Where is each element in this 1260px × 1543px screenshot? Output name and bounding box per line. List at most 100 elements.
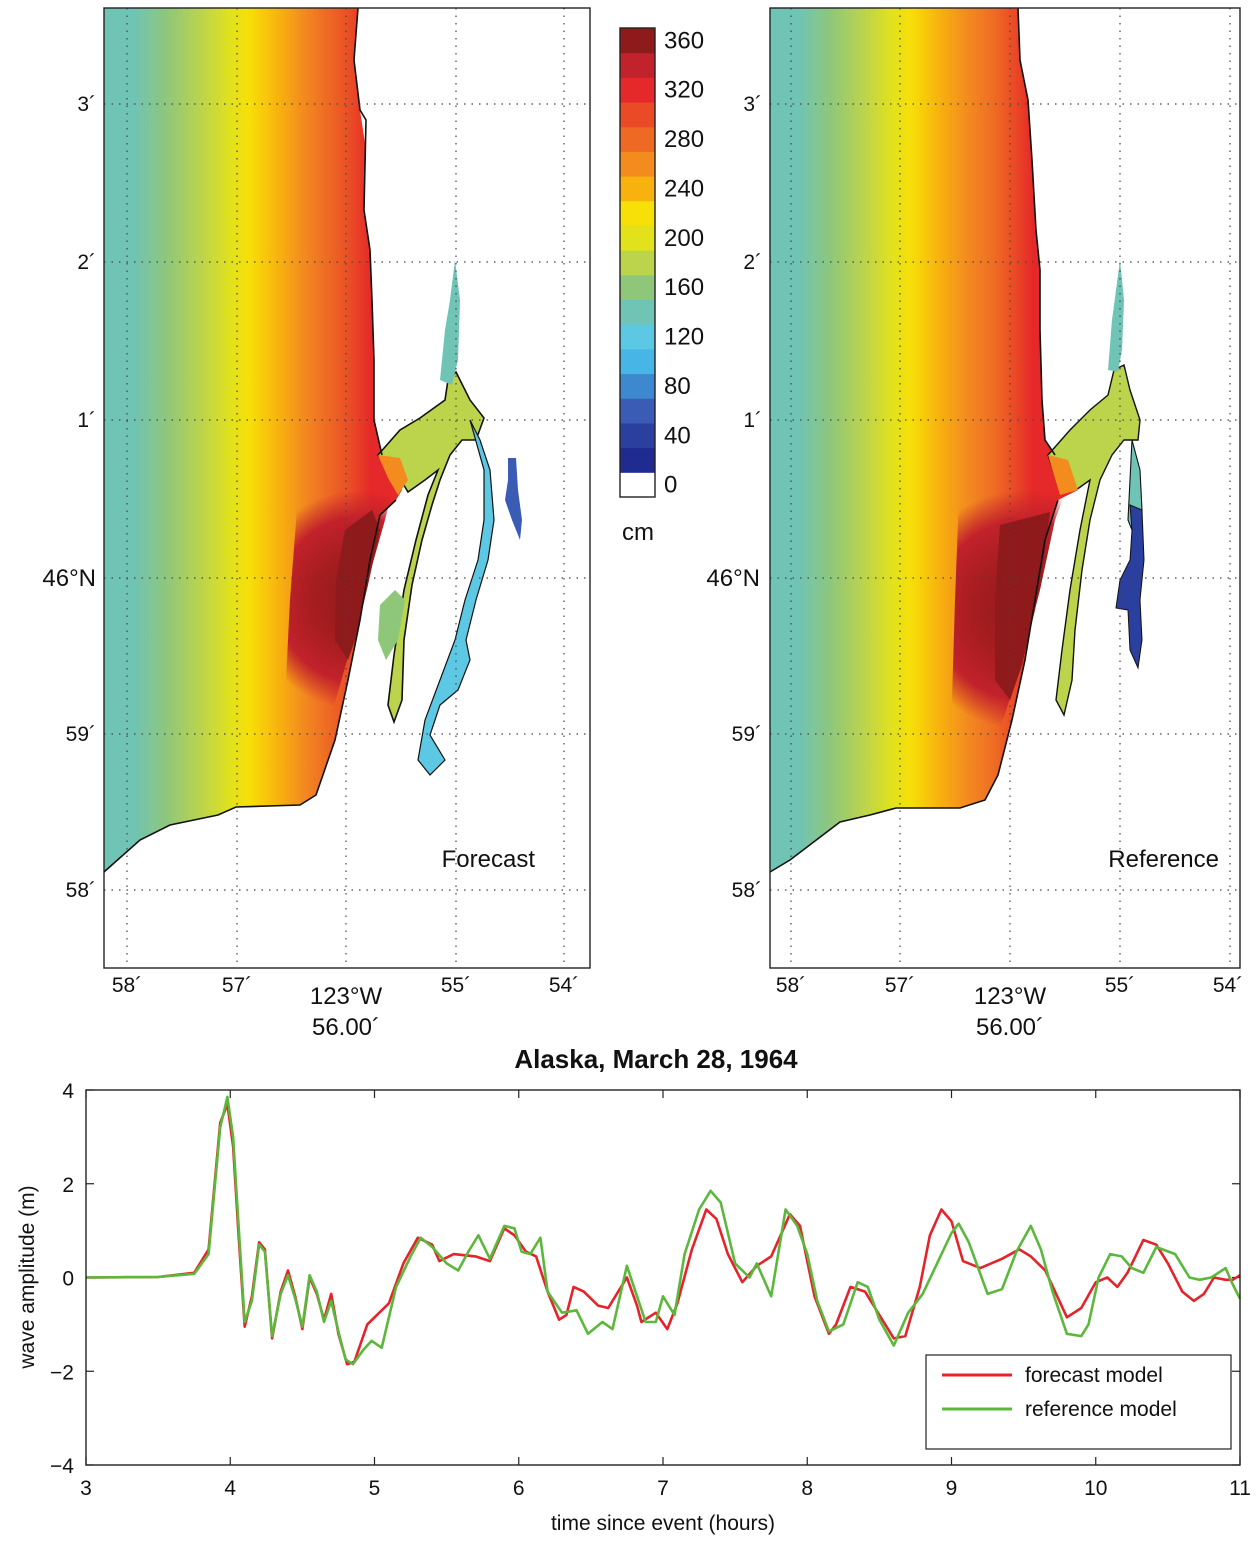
forecast-estuary-orange [378,455,408,495]
timeseries-x-tick-labels: 3 4 5 6 7 8 9 10 11 [80,1477,1251,1500]
colorbar-band-8 [620,274,655,301]
timeseries-y-tick-labels: −4 −2 0 2 4 [50,1080,74,1478]
forecast-y-tick-2: 1´ [77,409,96,432]
timeseries-x-tick-label: 9 [946,1477,958,1500]
forecast-y-tick-1: 2´ [77,251,96,274]
forecast-x-tick-2: 123°W [310,983,383,1010]
reference-y-tick-0: 3´ [743,93,762,116]
forecast-x-tick-1: 57´ [222,974,252,997]
reference-estuary [1047,363,1141,717]
reference-y-tick-2: 1´ [743,409,762,432]
forecast-grid [104,8,590,968]
colorbar-tick-label: 320 [664,77,704,104]
colorbar-band-7 [620,299,655,325]
timeseries-x-tick-label: 8 [801,1477,813,1500]
timeseries-title: Alaska, March 28, 1964 [514,1044,798,1074]
colorbar-band-6 [620,324,655,350]
forecast-inlet-green [378,590,405,660]
forecast-x-tick-0: 58´ [112,974,142,997]
timeseries-y-tick-label: 0 [62,1268,74,1291]
forecast-x-tick-3: 55´ [441,974,471,997]
forecast-y-tick-3: 46°N [42,565,96,592]
forecast-x-tick-4: 54´ [549,974,579,997]
reference-estuary-orange [1048,455,1078,495]
colorbar-tick-label: 200 [664,225,704,252]
timeseries-y-tick-label: 2 [62,1174,74,1197]
forecast-model-line [85,1102,1241,1366]
reference-ocean-field [770,8,1078,872]
reference-y-tick-3: 46°N [706,565,760,592]
colorbar-band-13 [620,151,655,177]
reference-x-tick-2: 123°W [974,983,1047,1010]
colorbar-labels: 40036032028024020016012080400 [664,0,704,499]
reference-panel-label: Reference [1108,846,1219,873]
reference-coastline [770,8,1059,873]
forecast-panel-label: Forecast [442,846,536,873]
forecast-coastline [104,8,397,873]
colorbar-frame [619,27,656,498]
forecast-y-tick-0: 3´ [77,93,96,116]
forecast-x-ticks: 58´ 57´ 123°W 55´ 54´ 56.00´ [112,974,579,1041]
colorbar: 40036032028024020016012080400 cm [619,0,704,546]
reference-x-ticks: 58´ 57´ 123°W 55´ 54´ 56.00´ [776,974,1243,1041]
colorbar-band-14 [620,126,655,152]
reference-peak [995,512,1050,700]
reference-north-channel [1108,260,1124,372]
timeseries-y-tick-label: −2 [50,1361,74,1384]
timeseries-y-tick-label: −4 [50,1455,74,1478]
reference-x-sublabel: 56.00´ [976,1014,1044,1041]
colorbar-band-9 [620,250,655,276]
reference-y-ticks: 3´ 2´ 1´ 46°N 59´ 58´ [706,93,762,902]
legend-label-forecast: forecast model [1025,1364,1163,1387]
colorbar-tick-label: 80 [664,373,691,400]
timeseries-x-tick-label: 5 [369,1477,381,1500]
forecast-map-frame [103,7,591,969]
timeseries-frame [85,1089,1241,1466]
timeseries-y-tick-label: 4 [62,1080,74,1103]
colorbar-tick-label: 40 [664,422,691,449]
reference-y-tick-1: 2´ [743,251,762,274]
reference-model-line [85,1095,1242,1366]
colorbar-band-11 [620,200,655,226]
forecast-estuary [376,370,485,725]
timeseries-x-tick-label: 10 [1084,1477,1107,1500]
colorbar-band-10 [620,225,655,251]
legend-box [925,1354,1232,1450]
colorbar-band-1 [620,447,655,473]
colorbar-band-2 [620,422,655,449]
timeseries-xlabel: time since event (hours) [551,1512,775,1535]
colorbar-bands [620,28,655,498]
colorbar-tick-label: 280 [664,126,704,153]
colorbar-unit: cm [622,519,654,546]
colorbar-band-5 [620,348,655,375]
timeseries-x-tick-label: 4 [224,1477,236,1500]
reference-x-tick-3: 55´ [1105,974,1135,997]
reference-y-tick-4: 59´ [732,723,762,746]
timeseries-x-tick-label: 7 [657,1477,669,1500]
forecast-y-tick-5: 58´ [66,879,96,902]
colorbar-band-4 [620,373,655,399]
colorbar-tick-label: 240 [664,175,704,202]
forecast-inlet-dark [505,458,522,540]
forecast-map [104,8,522,873]
forecast-y-tick-4: 59´ [66,723,96,746]
legend-label-reference: reference model [1025,1398,1177,1421]
colorbar-band-18 [620,28,655,54]
reference-south-channel [1115,504,1145,670]
colorbar-band-17 [620,52,655,78]
timeseries-x-tick-label: 3 [80,1477,92,1500]
colorbar-tick-label: 160 [664,274,704,301]
colorbar-tick-label: 360 [664,27,704,54]
legend: forecast model reference model [925,1354,1232,1450]
reference-x-tick-4: 54´ [1213,974,1243,997]
colorbar-tick-label: 400 [664,0,704,5]
colorbar-band-3 [620,398,655,424]
forecast-y-ticks: 3´ 2´ 1´ 46°N 59´ 58´ [42,93,96,902]
colorbar-tick-label: 0 [664,472,677,499]
timeseries-x-tick-label: 6 [513,1477,525,1500]
timeseries-lines [85,1095,1242,1366]
colorbar-band-15 [620,102,655,128]
forecast-ocean-field [104,8,402,872]
timeseries-ylabel: wave amplitude (m) [16,1185,39,1369]
forecast-peak [335,510,380,660]
